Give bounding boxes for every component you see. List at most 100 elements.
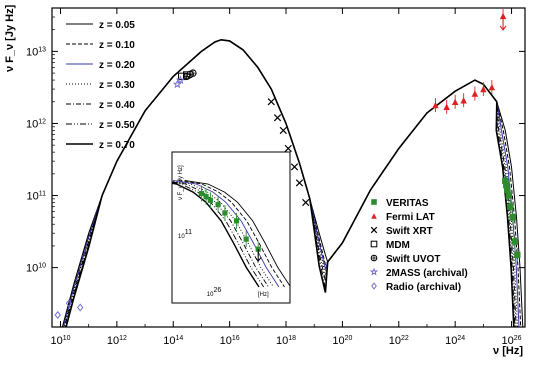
2mass-archival-point — [172, 79, 182, 89]
data-legend-marker — [370, 226, 378, 234]
swift-xrt-point — [279, 126, 287, 135]
veritas-point — [503, 186, 511, 194]
x-tick-label-exp: 16 — [232, 335, 240, 342]
data-legend-label: Fermi LAT — [386, 212, 435, 223]
x-tick-label: 1022 — [389, 335, 409, 347]
x-tick-label: 1016 — [220, 335, 240, 347]
data-legend-label: Swift XRT — [386, 226, 433, 237]
y-tick-label-exp: 12 — [38, 118, 46, 125]
x-tick-label-base: 10 — [163, 335, 175, 347]
fermi-upper-limit-arrow — [499, 15, 507, 31]
data-legend-marker — [369, 267, 379, 276]
y-tick-label: 1010 — [26, 263, 46, 275]
model-curve-z070 — [65, 38, 515, 327]
y-tick-label: 1013 — [26, 46, 46, 58]
data-legend-marker — [370, 240, 378, 248]
inset-y-tick-label-base: 10 — [178, 234, 185, 240]
x-tick-label-exp: 10 — [63, 335, 71, 342]
x-tick-label-exp: 14 — [175, 335, 183, 342]
radio-archival-point — [76, 303, 84, 312]
x-tick-label: 1014 — [163, 335, 183, 347]
inset-x-tick-label: 1026 — [207, 287, 222, 298]
y-tick-label: 1011 — [26, 191, 46, 203]
inset-veritas-point — [222, 210, 228, 216]
x-tick-label-base: 10 — [276, 335, 288, 347]
radio-archival-point — [54, 311, 61, 320]
y-tick-label-base: 10 — [26, 263, 38, 275]
y-axis-label: ν F_ν [Jy Hz] — [4, 4, 16, 72]
x-tick-label-base: 10 — [502, 335, 514, 347]
x-tick-label: 1026 — [502, 335, 522, 347]
inset-y-label: ν F_ν [Jy Hz] — [178, 165, 184, 200]
swift-xrt-point — [295, 179, 304, 187]
x-tick-label-base: 10 — [332, 335, 344, 347]
y-tick-label-exp: 10 — [38, 263, 46, 270]
veritas-point — [505, 192, 513, 199]
x-tick-label: 1012 — [107, 335, 127, 347]
x-tick-label-base: 10 — [445, 335, 457, 347]
fermi-lat-point — [432, 101, 439, 109]
y-tick-label-base: 10 — [26, 46, 38, 58]
fermi-lat-point — [488, 83, 496, 91]
swift-xrt-point — [302, 198, 310, 207]
data-legend-label: Swift UVOT — [386, 254, 440, 265]
model-legend-label: z = 0.40 — [99, 100, 135, 111]
x-tick-label-base: 10 — [107, 335, 119, 347]
veritas-point — [511, 238, 518, 245]
data-legend-label: Radio (archival) — [386, 282, 461, 293]
y-tick-label-base: 10 — [26, 118, 38, 130]
veritas-point — [502, 177, 509, 185]
inset-veritas-point — [233, 218, 240, 224]
x-tick-label: 1018 — [276, 335, 296, 347]
swift-xrt-point — [267, 98, 275, 106]
model-legend-label: z = 0.10 — [99, 40, 135, 51]
data-legend-label: VERITAS — [386, 198, 429, 209]
x-tick-label: 1024 — [445, 335, 465, 347]
x-tick-label-base: 10 — [220, 335, 232, 347]
x-tick-label-exp: 26 — [514, 335, 522, 342]
fermi-lat-point — [443, 103, 450, 111]
data-legend-label: MDM — [386, 240, 410, 251]
x-tick-label: 1010 — [50, 335, 70, 347]
y-tick-label-exp: 11 — [39, 191, 46, 198]
inset-veritas-point — [203, 194, 209, 200]
veritas-point — [509, 214, 516, 221]
x-axis-label: ν [Hz] — [493, 345, 523, 357]
inset-veritas-point — [215, 201, 221, 208]
fermi-lat-point — [460, 97, 467, 104]
inset-veritas-point — [198, 190, 205, 197]
model-legend-label: z = 0.20 — [99, 60, 135, 71]
x-tick-label-exp: 24 — [457, 335, 465, 342]
data-legend-marker — [371, 213, 377, 219]
veritas-point — [503, 181, 510, 189]
inset-veritas-point — [243, 236, 249, 242]
y-tick-label-exp: 13 — [38, 46, 46, 53]
y-tick-label: 1012 — [26, 118, 46, 130]
data-legend-marker — [371, 199, 377, 205]
x-tick-label-base: 10 — [389, 335, 401, 347]
data-legend-label: 2MASS (archival) — [386, 268, 468, 279]
data-legend: VERITAS Fermi LAT Swift XRT MDM Swift UVOT 2M… — [369, 198, 468, 293]
model-legend-label: z = 0.50 — [99, 120, 135, 131]
data-legend-marker — [371, 282, 377, 290]
inset-veritas-point — [207, 197, 213, 203]
inset-x-tick-label-base: 10 — [207, 292, 214, 298]
swift-xrt-point — [273, 114, 282, 122]
inset-upper-limit-arrow — [254, 249, 262, 263]
x-tick-label-exp: 20 — [345, 335, 353, 342]
plot-area — [54, 8, 524, 327]
inset-frame — [171, 151, 291, 304]
axes-frame — [51, 7, 526, 328]
swift-xrt-point — [284, 144, 292, 153]
inset-x-tick-label-exp: 26 — [213, 287, 221, 294]
2mass-archival-point — [175, 75, 186, 85]
x-tick-label-exp: 22 — [401, 335, 409, 342]
veritas-point — [507, 203, 514, 210]
model-legend: z = 0.05 z = 0.10 z = 0.20 z = 0.30 z = 0.40… — [66, 20, 135, 151]
swift-xrt-point — [290, 163, 299, 171]
x-tick-label-exp: 18 — [288, 335, 296, 342]
inset-y-tick-label-exp: 11 — [185, 229, 192, 236]
fermi-lat-point — [451, 98, 459, 105]
data-legend-marker-cross — [371, 255, 377, 261]
